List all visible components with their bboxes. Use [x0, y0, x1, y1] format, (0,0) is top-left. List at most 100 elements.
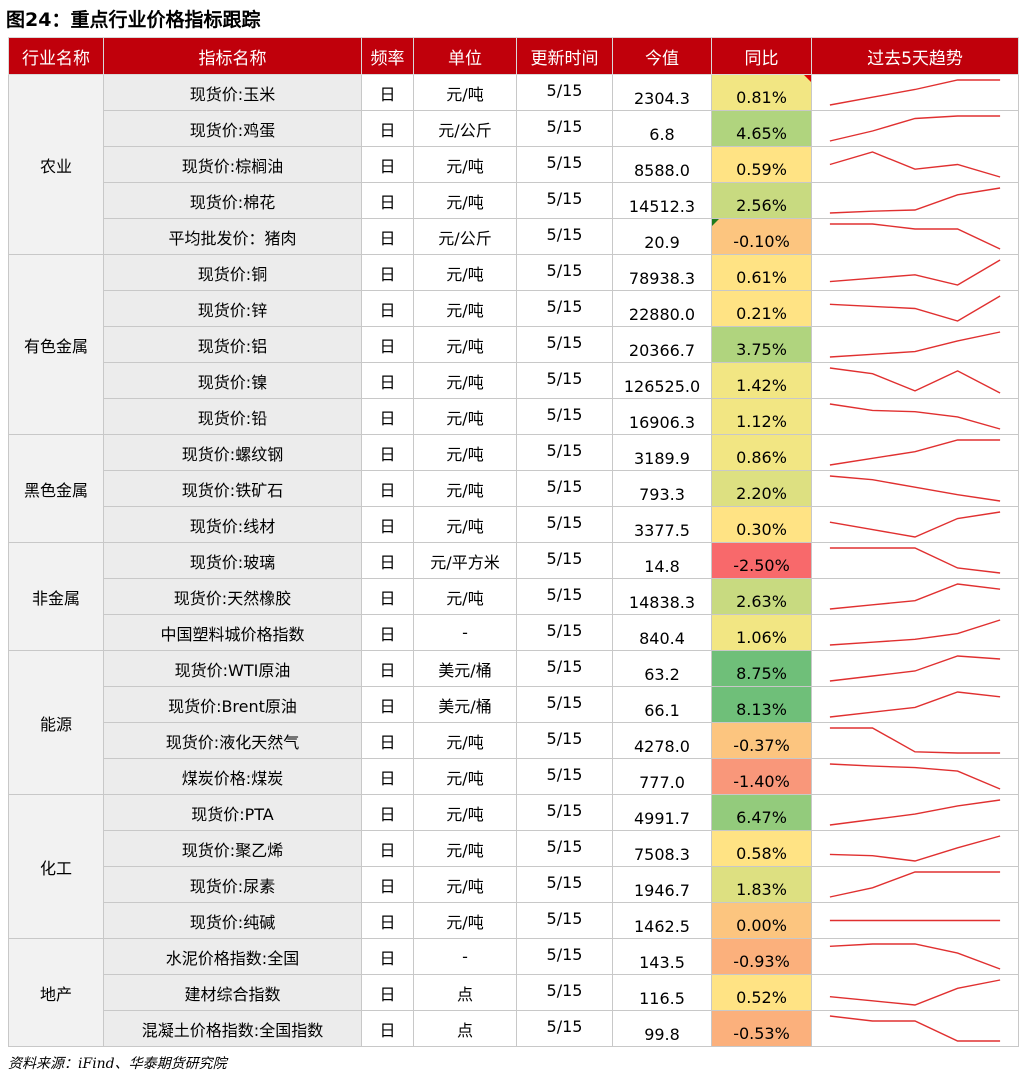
- indicator-name-cell: 现货价:螺纹钢: [103, 434, 362, 471]
- frequency-cell: 日: [361, 758, 414, 795]
- trend-line: [829, 115, 1001, 142]
- indicator-name-cell: 煤炭价格:煤炭: [103, 758, 362, 795]
- header-unit: 单位: [413, 37, 517, 75]
- current-value-cell: 14838.3: [612, 578, 712, 615]
- yoy-cell: 1.83%: [711, 866, 812, 903]
- yoy-cell: -1.40%: [711, 758, 812, 795]
- table-row: 现货价:铁矿石日元/吨 5/15 793.3 2.20%: [9, 470, 1019, 507]
- yoy-cell: 2.56%: [711, 182, 812, 219]
- table-row: 煤炭价格:煤炭日元/吨 5/15 777.0 -1.40%: [9, 758, 1019, 795]
- trend-line: [829, 655, 1001, 682]
- trend-sparkline: [829, 763, 1001, 790]
- current-value-cell: 78938.3: [612, 254, 712, 291]
- yoy-cell: 0.86%: [711, 434, 812, 471]
- trend-cell: [811, 290, 1019, 327]
- trend-sparkline: [829, 871, 1001, 898]
- indicator-name-cell: 现货价:铜: [103, 254, 362, 291]
- frequency-cell: 日: [361, 938, 414, 975]
- current-value-cell: 840.4: [612, 614, 712, 651]
- trend-sparkline: [829, 919, 1001, 922]
- indicator-name-cell: 现货价:液化天然气: [103, 722, 362, 759]
- trend-sparkline: [829, 979, 1001, 1006]
- trend-sparkline: [829, 943, 1001, 970]
- unit-cell: 元/吨: [413, 758, 517, 795]
- unit-cell: 点: [413, 974, 517, 1011]
- unit-cell: 元/吨: [413, 146, 517, 183]
- unit-cell: 元/吨: [413, 866, 517, 903]
- table-row: 现货价:天然橡胶日元/吨 5/15 14838.3 2.63%: [9, 578, 1019, 615]
- indicator-name-cell: 现货价:铅: [103, 398, 362, 435]
- trend-cell: [811, 506, 1019, 543]
- table-row: 现货价:Brent原油日美元/桶 5/15 66.1 8.13%: [9, 686, 1019, 723]
- current-value-cell: 6.8: [612, 110, 712, 147]
- table-row: 现货价:锌日元/吨 5/15 22880.0 0.21%: [9, 290, 1019, 327]
- yoy-cell: -2.50%: [711, 542, 812, 579]
- trend-line: [829, 475, 1001, 502]
- table-body: 农业 现货价:玉米日元/吨 5/15 2304.3 0.81% 现货价:鸡蛋日元/公斤 5/…: [8, 74, 1019, 1047]
- trend-line: [829, 979, 1001, 1006]
- trend-sparkline: [829, 259, 1001, 286]
- indicator-name-cell: 现货价:PTA: [103, 794, 362, 831]
- table-row: 黑色金属 现货价:螺纹钢日元/吨 5/15 3189.9 0.86%: [8, 434, 1019, 543]
- table-row: 混凝土价格指数:全国指数日点 5/15 99.8 -0.53%: [9, 1010, 1019, 1047]
- frequency-cell: 日: [361, 830, 414, 867]
- frequency-cell: 日: [361, 398, 414, 435]
- table-row: 现货价:铝日元/吨 5/15 20366.7 3.75%: [9, 326, 1019, 363]
- unit-cell: 美元/桶: [413, 686, 517, 723]
- frequency-cell: 日: [361, 218, 414, 255]
- trend-cell: [811, 74, 1019, 111]
- yoy-cell: 0.58%: [711, 830, 812, 867]
- trend-sparkline: [829, 187, 1001, 214]
- table-row: 非金属 现货价:玻璃日元/平方米 5/15 14.8 -2.50%: [8, 542, 1019, 651]
- frequency-cell: 日: [361, 974, 414, 1011]
- trend-line: [829, 331, 1001, 358]
- update-time-cell: 5/15: [516, 722, 613, 759]
- unit-cell: 元/吨: [413, 794, 517, 831]
- table-row: 现货价:鸡蛋日元/公斤 5/15 6.8 4.65%: [9, 110, 1019, 147]
- header-yoy: 同比: [711, 37, 812, 75]
- yoy-cell: 4.65%: [711, 110, 812, 147]
- frequency-cell: 日: [361, 470, 414, 507]
- yoy-cell: 0.81%: [711, 74, 812, 111]
- trend-sparkline: [829, 115, 1001, 142]
- indicator-name-cell: 现货价:铝: [103, 326, 362, 363]
- trend-sparkline: [829, 1015, 1001, 1042]
- current-value-cell: 63.2: [612, 650, 712, 687]
- trend-line: [829, 691, 1001, 718]
- yoy-cell: 3.75%: [711, 326, 812, 363]
- table-row: 现货价:聚乙烯日元/吨 5/15 7508.3 0.58%: [9, 830, 1019, 867]
- trend-sparkline: [829, 583, 1001, 610]
- update-time-cell: 5/15: [516, 830, 613, 867]
- trend-line: [829, 187, 1001, 214]
- table-row: 农业 现货价:玉米日元/吨 5/15 2304.3 0.81%: [8, 74, 1019, 255]
- trend-line: [829, 367, 1001, 394]
- current-value-cell: 143.5: [612, 938, 712, 975]
- update-time-cell: 5/15: [516, 794, 613, 831]
- table-row: 现货价:棉花日元/吨 5/15 14512.3 2.56%: [9, 182, 1019, 219]
- indicator-name-cell: 平均批发价：猪肉: [103, 218, 362, 255]
- trend-cell: [811, 326, 1019, 363]
- unit-cell: 元/吨: [413, 398, 517, 435]
- table-row: 有色金属 现货价:铜日元/吨 5/15 78938.3 0.61%: [8, 254, 1019, 435]
- yoy-cell: -0.93%: [711, 938, 812, 975]
- yoy-cell: 1.06%: [711, 614, 812, 651]
- current-value-cell: 1462.5: [612, 902, 712, 939]
- frequency-cell: 日: [361, 362, 414, 399]
- current-value-cell: 20.9: [612, 218, 712, 255]
- frequency-cell: 日: [361, 866, 414, 903]
- unit-cell: 元/吨: [413, 506, 517, 543]
- update-time-cell: 5/15: [516, 146, 613, 183]
- yoy-cell: 1.42%: [711, 362, 812, 399]
- frequency-cell: 日: [361, 326, 414, 363]
- yoy-cell: 0.00%: [711, 902, 812, 939]
- indicator-name-cell: 现货价:尿素: [103, 866, 362, 903]
- unit-cell: 元/吨: [413, 326, 517, 363]
- trend-cell: [811, 182, 1019, 219]
- indicator-name-cell: 水泥价格指数:全国: [103, 938, 362, 975]
- trend-sparkline: [829, 367, 1001, 394]
- unit-cell: 元/公斤: [413, 218, 517, 255]
- trend-cell: [811, 650, 1019, 687]
- frequency-cell: 日: [361, 722, 414, 759]
- current-value-cell: 126525.0: [612, 362, 712, 399]
- table-row: 现货价:线材日元/吨 5/15 3377.5 0.30%: [9, 506, 1019, 543]
